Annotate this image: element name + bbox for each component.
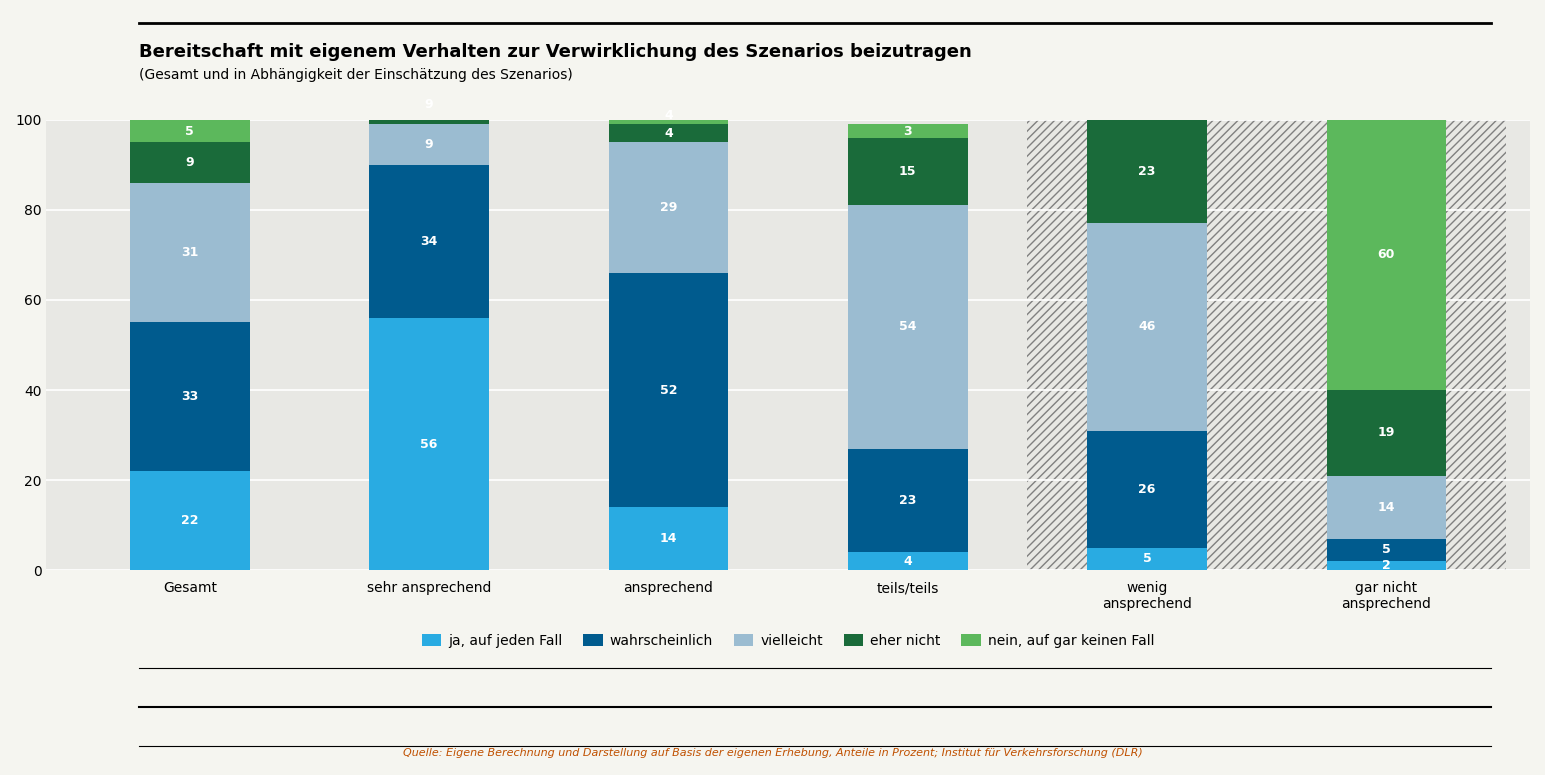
- Text: (Gesamt und in Abhängigkeit der Einschätzung des Szenarios): (Gesamt und in Abhängigkeit der Einschät…: [139, 68, 573, 82]
- Text: 4: 4: [664, 109, 672, 122]
- Text: 5: 5: [1383, 543, 1390, 556]
- Bar: [1088, 548, 1207, 570]
- Bar: [848, 125, 967, 138]
- Text: 29: 29: [660, 202, 677, 214]
- Legend: ja, auf jeden Fall, wahrscheinlich, vielleicht, eher nicht, nein, auf gar keinen: ja, auf jeden Fall, wahrscheinlich, viel…: [417, 628, 1160, 653]
- Bar: [609, 507, 728, 570]
- Bar: [848, 138, 967, 205]
- Bar: [848, 449, 967, 552]
- Text: 3: 3: [904, 125, 912, 138]
- Bar: [609, 273, 728, 507]
- Text: 34: 34: [420, 235, 437, 248]
- Bar: [848, 552, 967, 570]
- Text: 4: 4: [904, 555, 912, 567]
- Bar: [130, 143, 250, 183]
- Bar: [369, 125, 488, 165]
- Bar: [1327, 390, 1446, 476]
- Text: 33: 33: [181, 391, 198, 403]
- Text: 4: 4: [664, 127, 672, 140]
- Text: 31: 31: [181, 246, 198, 259]
- Text: 9: 9: [425, 138, 434, 151]
- Text: Bereitschaft mit eigenem Verhalten zur Verwirklichung des Szenarios beizutragen: Bereitschaft mit eigenem Verhalten zur V…: [139, 43, 972, 60]
- Bar: [130, 183, 250, 322]
- Text: 15: 15: [899, 165, 916, 178]
- Bar: [1088, 223, 1207, 431]
- Text: 22: 22: [181, 514, 199, 527]
- Bar: [609, 125, 728, 143]
- Bar: [1327, 561, 1446, 570]
- Text: 23: 23: [1139, 165, 1156, 178]
- Bar: [130, 471, 250, 570]
- Text: 5: 5: [1143, 553, 1151, 565]
- Text: 14: 14: [660, 532, 677, 545]
- Text: 60: 60: [1378, 249, 1395, 261]
- Bar: [369, 84, 488, 125]
- Bar: [130, 120, 250, 143]
- Text: 54: 54: [899, 321, 916, 333]
- Bar: [1088, 120, 1207, 223]
- FancyBboxPatch shape: [1267, 120, 1506, 570]
- Bar: [1327, 120, 1446, 390]
- Bar: [369, 318, 488, 570]
- Bar: [369, 165, 488, 318]
- Bar: [609, 106, 728, 125]
- Bar: [848, 205, 967, 449]
- Bar: [1327, 539, 1446, 561]
- Text: 19: 19: [1378, 426, 1395, 439]
- Text: 52: 52: [660, 384, 677, 397]
- Text: 23: 23: [899, 494, 916, 507]
- Bar: [1088, 431, 1207, 548]
- Bar: [1327, 476, 1446, 539]
- Text: 56: 56: [420, 438, 437, 450]
- Text: 9: 9: [425, 98, 434, 111]
- Text: 2: 2: [1383, 559, 1390, 572]
- Bar: [609, 143, 728, 273]
- Text: 26: 26: [1139, 483, 1156, 495]
- Bar: [130, 322, 250, 471]
- Text: 46: 46: [1139, 321, 1156, 333]
- Text: 5: 5: [185, 125, 195, 138]
- Text: 14: 14: [1378, 501, 1395, 514]
- FancyBboxPatch shape: [1027, 120, 1267, 570]
- Text: 9: 9: [185, 156, 195, 169]
- Text: Quelle: Eigene Berechnung und Darstellung auf Basis der eigenen Erhebung, Anteil: Quelle: Eigene Berechnung und Darstellun…: [403, 748, 1142, 758]
